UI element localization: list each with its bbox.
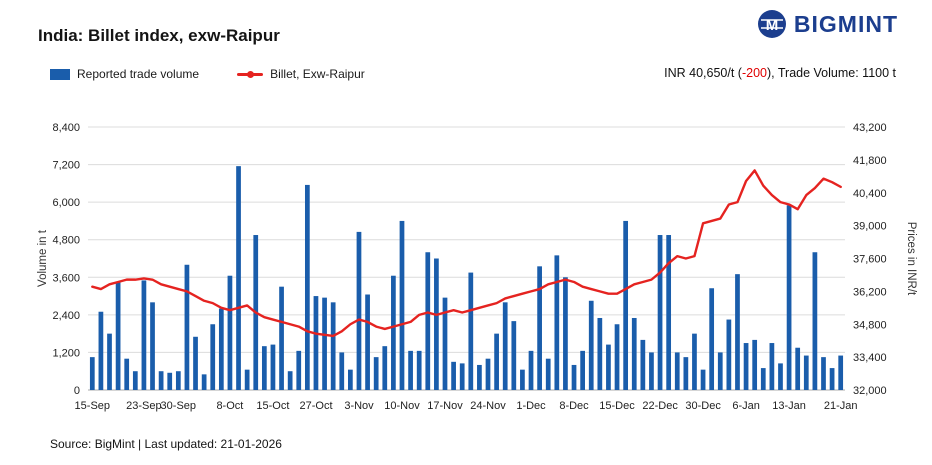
svg-text:41,800: 41,800 <box>853 155 887 167</box>
svg-text:3-Nov: 3-Nov <box>344 400 374 412</box>
svg-text:40,400: 40,400 <box>853 188 887 200</box>
svg-text:36,200: 36,200 <box>853 286 887 298</box>
svg-text:4,800: 4,800 <box>52 235 80 247</box>
svg-text:8-Oct: 8-Oct <box>216 400 243 412</box>
svg-text:30-Dec: 30-Dec <box>685 400 721 412</box>
svg-text:1-Dec: 1-Dec <box>516 400 546 412</box>
svg-text:24-Nov: 24-Nov <box>470 400 506 412</box>
svg-text:1,200: 1,200 <box>52 347 80 359</box>
svg-text:2,400: 2,400 <box>52 310 80 322</box>
brand-logo[interactable]: M BIGMINT <box>757 9 898 39</box>
svg-text:Volume in t: Volume in t <box>37 229 49 287</box>
svg-text:15-Sep: 15-Sep <box>75 400 110 412</box>
brand-name: BIGMINT <box>793 10 898 37</box>
page-title: India: Billet index, exw-Raipur <box>38 26 280 45</box>
bigmint-logo-icon: M <box>757 9 787 39</box>
svg-text:43,200: 43,200 <box>853 122 887 134</box>
svg-text:33,400: 33,400 <box>853 352 887 364</box>
svg-text:23-Sep: 23-Sep <box>126 400 161 412</box>
summary-prefix: INR 40,650/t ( <box>664 66 742 80</box>
svg-text:10-Nov: 10-Nov <box>384 400 420 412</box>
svg-text:39,000: 39,000 <box>853 221 887 233</box>
svg-text:15-Dec: 15-Dec <box>599 400 635 412</box>
svg-text:7,200: 7,200 <box>52 160 80 172</box>
svg-text:17-Nov: 17-Nov <box>427 400 463 412</box>
svg-text:27-Oct: 27-Oct <box>299 400 332 412</box>
source-note: Source: BigMint | Last updated: 21-01-20… <box>50 437 282 451</box>
legend-item-price[interactable]: Billet, Exw-Raipur <box>237 67 365 81</box>
svg-text:8,400: 8,400 <box>52 122 80 134</box>
svg-text:8-Dec: 8-Dec <box>559 400 589 412</box>
svg-text:22-Dec: 22-Dec <box>642 400 678 412</box>
svg-text:6,000: 6,000 <box>52 197 80 209</box>
svg-text:37,600: 37,600 <box>853 254 887 266</box>
svg-text:M: M <box>766 17 779 34</box>
svg-text:30-Sep: 30-Sep <box>161 400 196 412</box>
svg-text:0: 0 <box>74 385 80 397</box>
legend-item-volume[interactable]: Reported trade volume <box>50 67 199 81</box>
svg-text:15-Oct: 15-Oct <box>256 400 289 412</box>
svg-text:3,600: 3,600 <box>52 272 80 284</box>
svg-text:32,000: 32,000 <box>853 385 887 397</box>
svg-text:13-Jan: 13-Jan <box>772 400 806 412</box>
legend-label-volume: Reported trade volume <box>77 67 200 81</box>
chart-legend: Reported trade volume Billet, Exw-Raipur <box>50 67 365 81</box>
summary-change: -200 <box>741 66 767 80</box>
summary-suffix: ), Trade Volume: 1100 t <box>766 66 896 80</box>
price-summary: INR 40,650/t (-200), Trade Volume: 1100 … <box>664 66 896 80</box>
legend-label-price: Billet, Exw-Raipur <box>270 67 365 81</box>
volume-bar-swatch-icon <box>50 68 70 80</box>
price-line-swatch-icon <box>237 70 264 78</box>
svg-text:34,800: 34,800 <box>853 319 887 331</box>
svg-text:6-Jan: 6-Jan <box>732 400 760 412</box>
svg-text:Prices in INR/t: Prices in INR/t <box>905 222 917 296</box>
svg-text:21-Jan: 21-Jan <box>824 400 858 412</box>
